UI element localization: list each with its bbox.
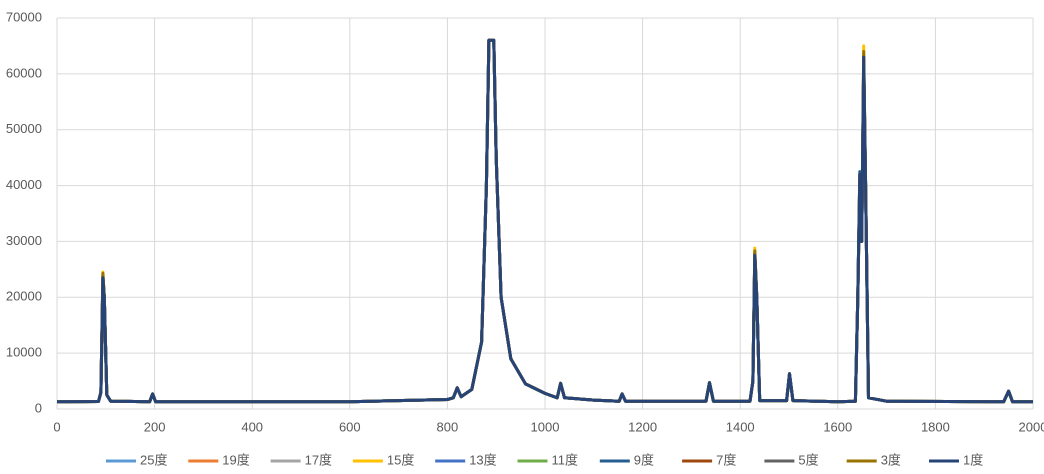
- x-tick-label: 2000: [1019, 419, 1044, 434]
- x-tick-label: 1000: [531, 419, 560, 434]
- legend-label: 5度: [798, 452, 818, 467]
- legend-label: 13度: [469, 452, 496, 467]
- x-tick-label: 400: [241, 419, 263, 434]
- x-tick-label: 800: [437, 419, 459, 434]
- x-tick-label: 1400: [726, 419, 755, 434]
- x-tick-label: 1200: [628, 419, 657, 434]
- legend-label: 19度: [222, 452, 249, 467]
- x-tick-label: 1800: [921, 419, 950, 434]
- y-tick-label: 20000: [6, 289, 42, 304]
- x-tick-label: 0: [53, 419, 60, 434]
- y-tick-label: 30000: [6, 233, 42, 248]
- labels: 0 10000 20000 30000 40000 50000 60000 70000 0 200…: [6, 9, 1044, 467]
- y-tick-label: 40000: [6, 177, 42, 192]
- y-tick-label: 60000: [6, 65, 42, 80]
- y-tick-label: 70000: [6, 9, 42, 24]
- legend-label: 25度: [140, 452, 167, 467]
- series-line: [57, 38, 1033, 404]
- legend-label: 11度: [552, 452, 579, 467]
- y-tick-label: 0: [35, 400, 42, 415]
- y-tick-label: 50000: [6, 121, 42, 136]
- legend-label: 17度: [305, 452, 332, 467]
- y-tick-label: 10000: [6, 345, 42, 360]
- legend-label: 1度: [963, 452, 983, 467]
- x-tick-label: 200: [144, 419, 166, 434]
- legend-label: 9度: [634, 452, 654, 467]
- grid: [56, 17, 1034, 410]
- plot-area: [57, 38, 1033, 404]
- x-tick-label: 1600: [823, 419, 852, 434]
- legend-label: 3度: [881, 452, 901, 467]
- legend-label: 7度: [716, 452, 736, 467]
- x-tick-label: 600: [339, 419, 361, 434]
- legend-label: 15度: [387, 452, 414, 467]
